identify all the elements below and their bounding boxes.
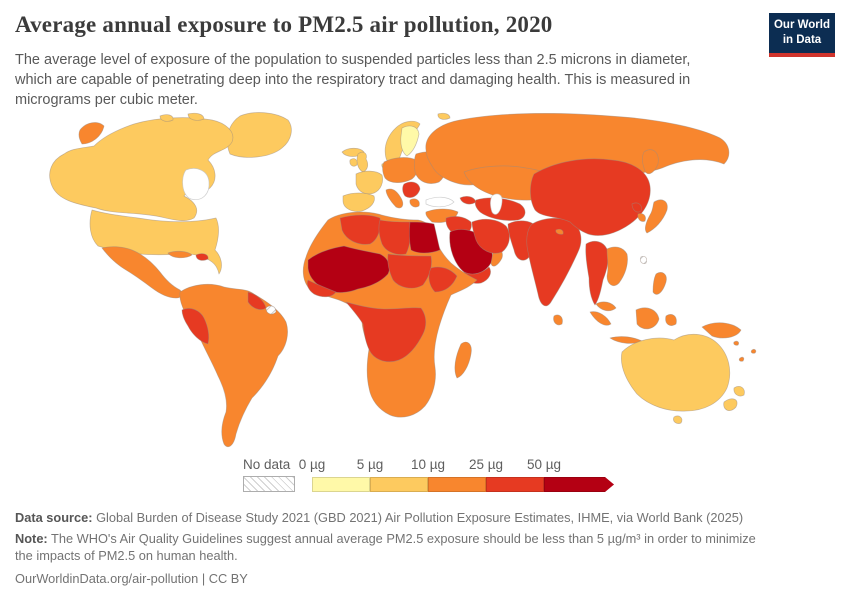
region-iran[interactable] <box>471 218 510 254</box>
chart-footer: Data source: Global Burden of Disease St… <box>15 510 837 592</box>
note-label: Note: <box>15 530 48 546</box>
region-ethiopia[interactable] <box>428 266 458 293</box>
legend-tick-0: 0 µg <box>298 457 326 472</box>
region-french-guiana[interactable] <box>265 305 277 315</box>
region-usa[interactable] <box>89 209 222 275</box>
legend-tick-1: 5 µg <box>356 457 384 472</box>
region-france[interactable] <box>355 170 383 195</box>
region-indochina[interactable] <box>606 246 628 286</box>
data-source-line: Data source: Global Burden of Disease St… <box>15 510 837 527</box>
legend-tick-2: 10 µg <box>410 457 446 472</box>
data-source-label: Data source: <box>15 510 93 525</box>
legend-tick-labels: 0 µg 5 µg 10 µg 25 µg 50 µg <box>299 457 622 475</box>
data-source-text: Global Burden of Disease Study 2021 (GBD… <box>92 510 744 525</box>
region-chad-sudan[interactable] <box>387 253 432 289</box>
legend-segment-1[interactable] <box>370 477 428 492</box>
legend-segment-0[interactable] <box>312 477 370 492</box>
legend-segment-3[interactable] <box>486 477 544 492</box>
region-hispaniola[interactable] <box>195 253 209 261</box>
region-svalbard[interactable] <box>437 112 451 120</box>
owid-logo-line1: Our World <box>773 19 830 31</box>
region-malaysia[interactable] <box>595 301 617 312</box>
legend-tick-4: 50 µg <box>526 457 562 472</box>
no-data-swatch[interactable] <box>243 476 295 492</box>
chart-subtitle: The average level of exposure of the pop… <box>15 52 691 108</box>
region-guinea-coast[interactable] <box>306 279 337 298</box>
region-taiwan[interactable] <box>640 256 647 264</box>
region-australia[interactable] <box>621 334 731 412</box>
legend-segment-4[interactable] <box>544 477 614 492</box>
owid-logo-line2: in Data <box>782 33 822 46</box>
note-line: Note: The WHO's Air Quality Guidelines s… <box>15 531 777 565</box>
hudson-bay-water <box>182 168 210 200</box>
region-peru[interactable] <box>181 308 210 345</box>
legend-scale: 0 µg 5 µg 10 µg 25 µg 50 µg <box>299 457 622 492</box>
region-libya[interactable] <box>378 219 412 255</box>
region-tasmania[interactable] <box>673 415 683 424</box>
no-data-label: No data <box>243 457 291 472</box>
region-chukotka[interactable] <box>78 122 105 145</box>
region-new-guinea[interactable] <box>701 322 742 339</box>
owid-url[interactable]: OurWorldinData.org/air-pollution <box>15 570 199 586</box>
region-new-zealand[interactable] <box>723 386 745 411</box>
region-algeria-tunisia[interactable] <box>339 214 381 245</box>
owid-logo[interactable]: Our World in Data <box>769 13 835 57</box>
region-kamchatka[interactable] <box>642 149 659 175</box>
region-cuba[interactable] <box>167 250 193 259</box>
caspian-sea-water <box>490 193 503 215</box>
black-sea-water <box>425 196 455 208</box>
region-arctic-islands[interactable] <box>159 112 205 122</box>
legend-segment-2[interactable] <box>428 477 486 492</box>
separator: | <box>198 570 209 586</box>
region-egypt[interactable] <box>408 221 441 254</box>
note-text: The WHO's Air Quality Guidelines suggest… <box>15 530 756 563</box>
region-north-korea[interactable] <box>631 202 642 213</box>
owid-logo-accent-bar <box>769 52 835 57</box>
region-myanmar-thailand[interactable] <box>585 240 609 306</box>
region-balkans[interactable] <box>402 181 421 198</box>
region-china-mongolia[interactable] <box>530 158 651 236</box>
legend-tick-3: 25 µg <box>468 457 504 472</box>
region-british-isles[interactable] <box>349 151 369 173</box>
license-line: OurWorldinData.org/air-pollution | CC BY <box>15 571 837 588</box>
region-greece[interactable] <box>409 198 420 208</box>
region-greenland[interactable] <box>226 112 292 158</box>
region-sri-lanka[interactable] <box>553 314 563 326</box>
region-central-africa[interactable] <box>345 301 427 363</box>
region-south-korea[interactable] <box>637 213 646 222</box>
page-title: Average annual exposure to PM2.5 air pol… <box>15 12 553 37</box>
region-pacific-islands[interactable] <box>733 340 757 362</box>
region-italy[interactable] <box>385 188 404 209</box>
region-canada-alaska[interactable] <box>49 117 234 221</box>
legend-color-bar <box>312 477 622 492</box>
region-india[interactable] <box>526 217 582 307</box>
legend-no-data: No data <box>243 457 295 492</box>
map-legend: No data 0 µg 5 µg 10 µg 25 µg 50 µg <box>243 457 622 492</box>
region-finland[interactable] <box>400 125 420 157</box>
region-philippines[interactable] <box>652 272 667 295</box>
region-madagascar[interactable] <box>454 341 472 379</box>
world-map <box>40 112 830 457</box>
region-caucasus[interactable] <box>459 196 477 205</box>
license-label: CC BY <box>208 570 248 586</box>
region-japan[interactable] <box>645 199 668 234</box>
region-central-europe[interactable] <box>382 157 419 183</box>
region-bhutan[interactable] <box>555 228 564 235</box>
region-iberia[interactable] <box>342 192 375 212</box>
